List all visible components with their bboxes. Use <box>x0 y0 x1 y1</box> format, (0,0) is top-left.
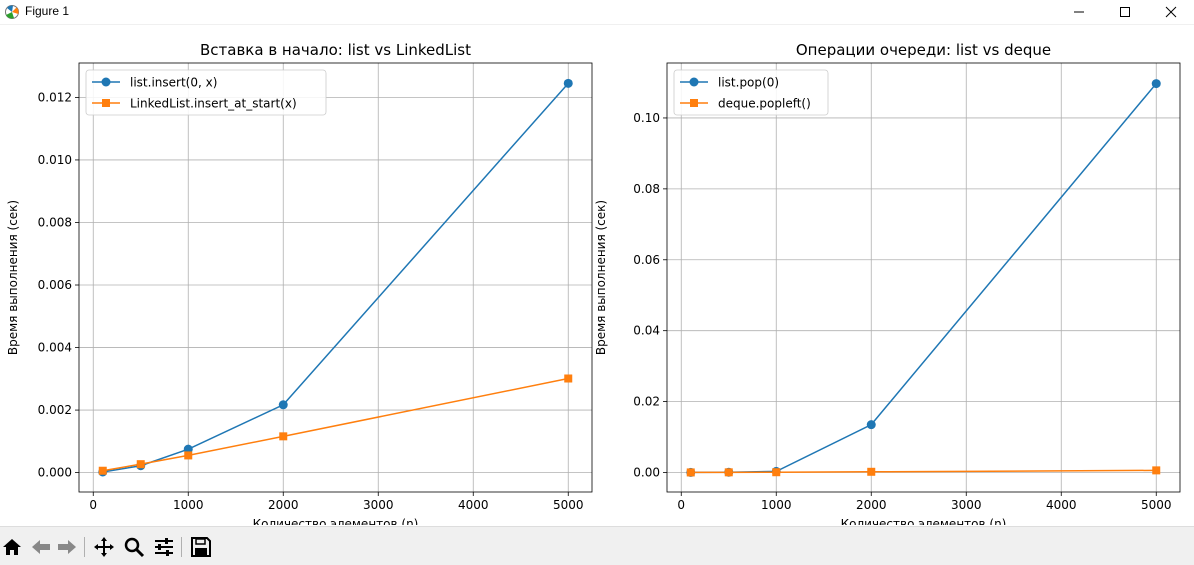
series-line-1 <box>690 83 1157 474</box>
legend-marker-2 <box>102 99 110 107</box>
minimize-button[interactable] <box>1056 0 1102 24</box>
maximize-icon <box>1120 7 1130 17</box>
data-point <box>98 466 107 475</box>
x-tick-label: 0 <box>89 498 97 512</box>
x-tick-label: 1000 <box>173 498 204 512</box>
x-tick-label: 3000 <box>363 498 394 512</box>
data-point <box>279 432 288 441</box>
series-line-1 <box>102 82 569 473</box>
x-axis-label: Количество элементов (n) <box>841 517 1007 525</box>
figure-canvas[interactable]: 0 1000 2000 3000 4000 5000 0.000 0.002 0.004 0.00… <box>0 25 1194 525</box>
data-point <box>867 467 876 476</box>
y-tick-label: 0.012 <box>38 90 72 104</box>
data-point <box>1152 466 1161 475</box>
close-icon <box>1165 6 1177 18</box>
legend-label-2: LinkedList.insert_at_start(x) <box>130 97 297 111</box>
pan-button[interactable] <box>92 535 116 559</box>
chart-queue-operations: 0 1000 2000 3000 4000 5000 0.00 0.02 0.04 0.06 0.0… <box>594 41 1181 525</box>
data-point <box>563 78 573 88</box>
toolbar-separator <box>181 537 182 557</box>
configure-subplots-icon <box>155 538 173 556</box>
charts-svg: 0 1000 2000 3000 4000 50000.0000.0020.0040.00… <box>6 41 1181 525</box>
zoom-button[interactable] <box>122 535 146 559</box>
data-point <box>564 374 573 383</box>
x-tick-label: 4000 <box>458 498 489 512</box>
data-point <box>183 444 193 454</box>
y-tick-label: 0.04 <box>633 324 660 338</box>
legend-box <box>85 69 327 116</box>
legend-box <box>673 69 829 116</box>
chart-insert-at-start: 0 1000 2000 3000 4000 5000 0.000 0.002 0.004 0.00… <box>6 41 593 525</box>
data-point <box>278 400 288 410</box>
y-tick-label: 0.006 <box>38 278 72 292</box>
legend-marker-1 <box>101 77 111 87</box>
x-tick-label: 3000 <box>951 498 982 512</box>
back-button[interactable] <box>29 535 53 559</box>
x-tick-label: 5000 <box>553 498 584 512</box>
window-title: Figure 1 <box>25 4 70 18</box>
minimize-icon <box>1074 11 1084 13</box>
back-icon <box>32 540 50 554</box>
x-tick-label: 4000 <box>1046 498 1077 512</box>
y-tick-label: 0.00 <box>633 466 660 480</box>
chart-title: Вставка в начало: list vs LinkedList <box>200 41 471 59</box>
y-tick-label: 0.010 <box>38 153 72 167</box>
x-tick-label: 2000 <box>856 498 887 512</box>
y-tick-label: 0.10 <box>633 111 660 125</box>
data-point <box>772 468 781 477</box>
x-tick-label: 1000 <box>761 498 792 512</box>
maximize-button[interactable] <box>1102 0 1148 24</box>
toolbar-separator <box>84 537 85 557</box>
forward-button[interactable] <box>55 535 79 559</box>
legend-label-1: list.pop(0) <box>718 76 779 90</box>
axes-frame <box>78 62 593 493</box>
series-line-2 <box>102 377 569 472</box>
home-icon <box>3 539 21 555</box>
legend-marker-1 <box>689 77 699 87</box>
x-tick-label: 2000 <box>268 498 299 512</box>
close-button[interactable] <box>1148 0 1194 24</box>
data-point <box>686 468 695 477</box>
x-tick-label: 0 <box>677 498 685 512</box>
data-point <box>184 451 193 460</box>
x-axis-label: Количество элементов (n) <box>253 517 419 525</box>
navigation-toolbar <box>0 526 1194 565</box>
y-axis-label: Время выполнения (сек) <box>594 200 608 355</box>
y-tick-label: 0.02 <box>633 395 660 409</box>
forward-icon <box>58 540 76 554</box>
y-tick-label: 0.004 <box>38 341 72 355</box>
legend-label-2: deque.popleft() <box>718 97 811 111</box>
y-tick-label: 0.08 <box>633 182 660 196</box>
y-tick-label: 0.002 <box>38 403 72 417</box>
data-point <box>866 420 876 430</box>
zoom-icon <box>124 537 145 558</box>
data-point <box>724 468 733 477</box>
legend-label-1: list.insert(0, x) <box>130 76 217 90</box>
save-icon <box>191 537 211 557</box>
chart-title: Операции очереди: list vs deque <box>796 41 1051 59</box>
pan-icon <box>94 537 114 557</box>
configure-subplots-button[interactable] <box>152 535 176 559</box>
home-button[interactable] <box>0 535 24 559</box>
data-point <box>136 460 145 469</box>
data-point <box>1151 79 1161 89</box>
y-tick-label: 0.008 <box>38 215 72 229</box>
x-tick-label: 5000 <box>1141 498 1172 512</box>
save-button[interactable] <box>189 535 213 559</box>
title-bar: Figure 1 <box>0 0 1194 25</box>
y-tick-label: 0.06 <box>633 253 660 267</box>
legend-marker-2 <box>690 99 698 107</box>
y-axis-label: Время выполнения (сек) <box>6 200 20 355</box>
matplotlib-app-icon <box>5 5 19 19</box>
axes-frame <box>666 62 1181 493</box>
y-tick-label: 0.000 <box>38 466 72 480</box>
